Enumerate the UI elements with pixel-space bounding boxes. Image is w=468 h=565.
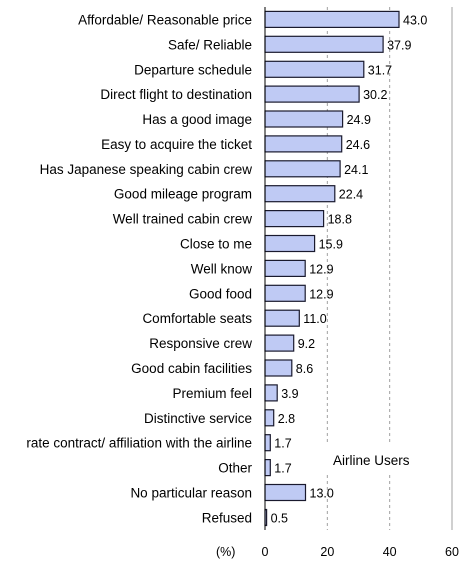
value-label: 15.9: [319, 238, 343, 252]
category-label: Well trained cabin crew: [113, 212, 253, 227]
value-label: 37.9: [387, 38, 411, 52]
bar: [264, 135, 343, 153]
bar: [264, 85, 360, 103]
bar: [264, 334, 295, 352]
category-label: Premium feel: [172, 386, 252, 401]
bar: [264, 259, 306, 277]
category-label: Good food: [189, 286, 252, 301]
bar: [264, 459, 271, 477]
category-label: No particular reason: [130, 486, 252, 501]
category-label: Well know: [191, 261, 253, 276]
value-label: 1.7: [274, 462, 291, 476]
bar: [264, 434, 271, 452]
bar: [264, 409, 275, 427]
bar: [264, 384, 278, 402]
value-label: 12.9: [309, 287, 333, 301]
value-label: 24.9: [347, 113, 371, 127]
category-label: Departure schedule: [134, 62, 252, 77]
x-tick-label: 40: [383, 545, 397, 559]
category-label: Easy to acquire the ticket: [101, 137, 252, 152]
value-label: 22.4: [339, 188, 363, 202]
category-label: Distinctive service: [144, 411, 252, 426]
bar: [264, 284, 306, 302]
value-label: 30.2: [363, 88, 387, 102]
category-label: Other: [218, 461, 252, 476]
value-label: 8.6: [296, 362, 313, 376]
category-label: Safe/ Reliable: [168, 37, 252, 52]
category-label: rate contract/ affiliation with the airl…: [26, 436, 252, 451]
value-label: 31.7: [368, 63, 392, 77]
annotation-box: [318, 445, 426, 475]
category-label: Responsive crew: [149, 336, 252, 351]
category-label: Good cabin facilities: [131, 361, 252, 376]
bar: [264, 483, 307, 502]
category-label: Good mileage program: [114, 187, 252, 202]
category-label: Direct flight to destination: [100, 87, 252, 102]
bar: [264, 185, 336, 203]
x-tick-label: 20: [320, 545, 334, 559]
category-label: Has Japanese speaking cabin crew: [40, 162, 253, 177]
bar: [264, 35, 384, 53]
grid-lines: [326, 7, 453, 530]
bars: [264, 10, 400, 527]
category-labels: Affordable/ Reasonable price Safe/ Reliab…: [26, 12, 252, 525]
bar: [264, 309, 300, 327]
value-label: 18.8: [328, 213, 352, 227]
value-label: 12.9: [309, 262, 333, 276]
value-label: 2.8: [278, 412, 295, 426]
bar: [264, 10, 400, 28]
bar: [264, 60, 365, 78]
x-tick-label: 60: [445, 545, 459, 559]
bar: [264, 359, 293, 377]
value-label: 1.7: [274, 437, 291, 451]
value-label: 43.0: [403, 13, 427, 27]
category-label: Has a good image: [142, 112, 252, 127]
bar: [264, 160, 341, 178]
value-label: 13.0: [310, 487, 334, 501]
x-tick-labels: 0 20 40 60: [262, 545, 459, 559]
category-label: Close to me: [180, 237, 252, 252]
value-label: 11.0: [303, 312, 326, 326]
category-label: Refused: [202, 511, 252, 526]
annotation-label: Airline Users: [333, 453, 410, 468]
value-label: 9.2: [298, 337, 315, 351]
bar: [264, 210, 325, 228]
bar: [264, 234, 316, 253]
value-label: 24.1: [344, 163, 368, 177]
category-label: Affordable/ Reasonable price: [78, 12, 252, 27]
x-unit-label: (%): [216, 545, 235, 559]
x-tick-label: 0: [262, 545, 269, 559]
category-label: Comfortable seats: [142, 311, 252, 326]
value-labels: 43.0 37.9 31.7 30.2 24.9 24.6 24.1 22.4 18.8 15.9…: [271, 13, 428, 525]
value-label: 3.9: [281, 387, 298, 401]
value-label: 0.5: [271, 512, 288, 526]
value-label: 24.6: [346, 138, 370, 152]
bar: [264, 110, 344, 128]
